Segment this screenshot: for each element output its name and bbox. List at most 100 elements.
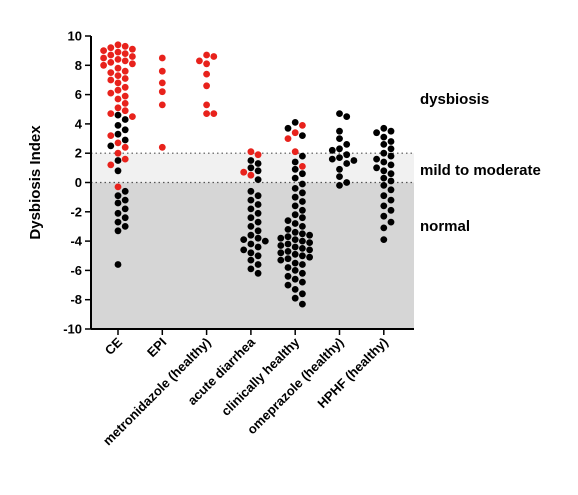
- data-point-black: [336, 182, 343, 189]
- data-point-black: [387, 170, 395, 178]
- data-point-red: [114, 183, 122, 191]
- data-point-black: [247, 205, 255, 213]
- data-point-black: [299, 170, 306, 178]
- data-point-black: [114, 130, 122, 138]
- data-point-black: [247, 214, 255, 222]
- data-point-red: [291, 129, 299, 137]
- data-point-red: [121, 75, 129, 82]
- data-point-red: [114, 95, 122, 103]
- data-point-black: [247, 231, 255, 239]
- data-point-black: [387, 218, 395, 226]
- data-point-black: [380, 141, 388, 148]
- data-point-black: [387, 145, 395, 153]
- data-point-black: [114, 111, 122, 119]
- data-point-black: [380, 192, 388, 200]
- data-point-red: [114, 41, 122, 49]
- data-point-black: [247, 256, 255, 264]
- data-point-black: [291, 243, 299, 251]
- data-point-black: [121, 223, 129, 230]
- data-point-black: [114, 157, 122, 164]
- data-point-black: [306, 239, 313, 247]
- axes: [85, 35, 414, 335]
- data-point-black: [284, 233, 292, 241]
- data-point-red: [210, 110, 218, 117]
- data-point-black: [299, 290, 306, 298]
- data-point-black: [299, 252, 306, 260]
- data-point-black: [254, 261, 262, 268]
- data-point-black: [328, 155, 336, 163]
- data-point-black: [121, 187, 129, 195]
- data-point-red: [203, 101, 211, 109]
- data-point-black: [387, 138, 395, 145]
- data-point-black: [299, 152, 306, 160]
- data-point-black: [284, 272, 292, 280]
- data-point-black: [373, 164, 380, 172]
- data-point-black: [336, 154, 343, 162]
- data-point-black: [380, 224, 388, 232]
- data-point-red: [203, 110, 211, 117]
- data-point-black: [254, 252, 262, 260]
- y-tick-label: -8: [70, 292, 82, 307]
- data-point-black: [373, 129, 380, 137]
- data-point-black: [121, 116, 129, 123]
- data-point-black: [380, 236, 388, 244]
- data-point-black: [299, 132, 306, 140]
- data-point-black: [284, 240, 292, 248]
- data-point-black: [254, 209, 262, 217]
- data-point-black: [387, 186, 395, 194]
- data-point-black: [291, 165, 299, 173]
- data-points: [100, 41, 395, 308]
- data-point-black: [291, 202, 299, 210]
- data-point-red: [299, 163, 306, 170]
- x-category-label: clinically healthy: [218, 334, 303, 419]
- x-category-label: CE: [102, 334, 126, 358]
- data-point-black: [261, 237, 269, 245]
- data-point-black: [291, 294, 299, 302]
- data-point-black: [284, 248, 292, 255]
- data-point-black: [291, 259, 299, 267]
- data-point-black: [114, 122, 122, 129]
- data-point-black: [343, 141, 351, 148]
- data-point-red: [107, 44, 115, 52]
- data-point-black: [240, 246, 248, 254]
- data-point-black: [336, 173, 343, 181]
- data-point-red: [196, 57, 203, 65]
- data-point-black: [380, 167, 388, 175]
- data-point-black: [247, 196, 255, 204]
- data-point-red: [114, 48, 122, 56]
- data-point-black: [299, 206, 306, 214]
- data-point-red: [158, 101, 166, 109]
- data-point-red: [247, 148, 255, 156]
- data-point-red: [107, 110, 115, 117]
- data-point-black: [343, 151, 351, 159]
- data-point-black: [380, 202, 388, 210]
- data-point-black: [373, 155, 380, 163]
- data-point-red: [121, 155, 129, 163]
- data-point-red: [203, 60, 211, 68]
- data-point-red: [210, 53, 218, 60]
- data-point-red: [114, 149, 122, 157]
- data-point-black: [291, 275, 299, 283]
- data-point-red: [121, 100, 129, 107]
- data-point-black: [299, 214, 306, 222]
- data-point-black: [380, 133, 388, 141]
- data-point-black: [387, 177, 395, 185]
- data-point-black: [306, 246, 313, 254]
- data-point-black: [387, 206, 395, 214]
- zone-backgrounds: [91, 36, 414, 329]
- y-tick-label: -4: [70, 234, 82, 249]
- zone-label: mild to moderate: [420, 162, 541, 179]
- y-tick-label: -10: [63, 322, 82, 337]
- data-point-black: [299, 261, 306, 268]
- data-point-red: [121, 107, 129, 115]
- data-point-red: [158, 79, 166, 87]
- data-point-black: [336, 135, 343, 143]
- data-point-red: [114, 79, 122, 87]
- data-point-red: [100, 61, 107, 69]
- data-point-black: [336, 145, 343, 153]
- data-point-black: [299, 223, 306, 230]
- y-tick-label: 0: [75, 175, 82, 190]
- data-point-black: [380, 124, 388, 132]
- data-point-black: [291, 236, 299, 244]
